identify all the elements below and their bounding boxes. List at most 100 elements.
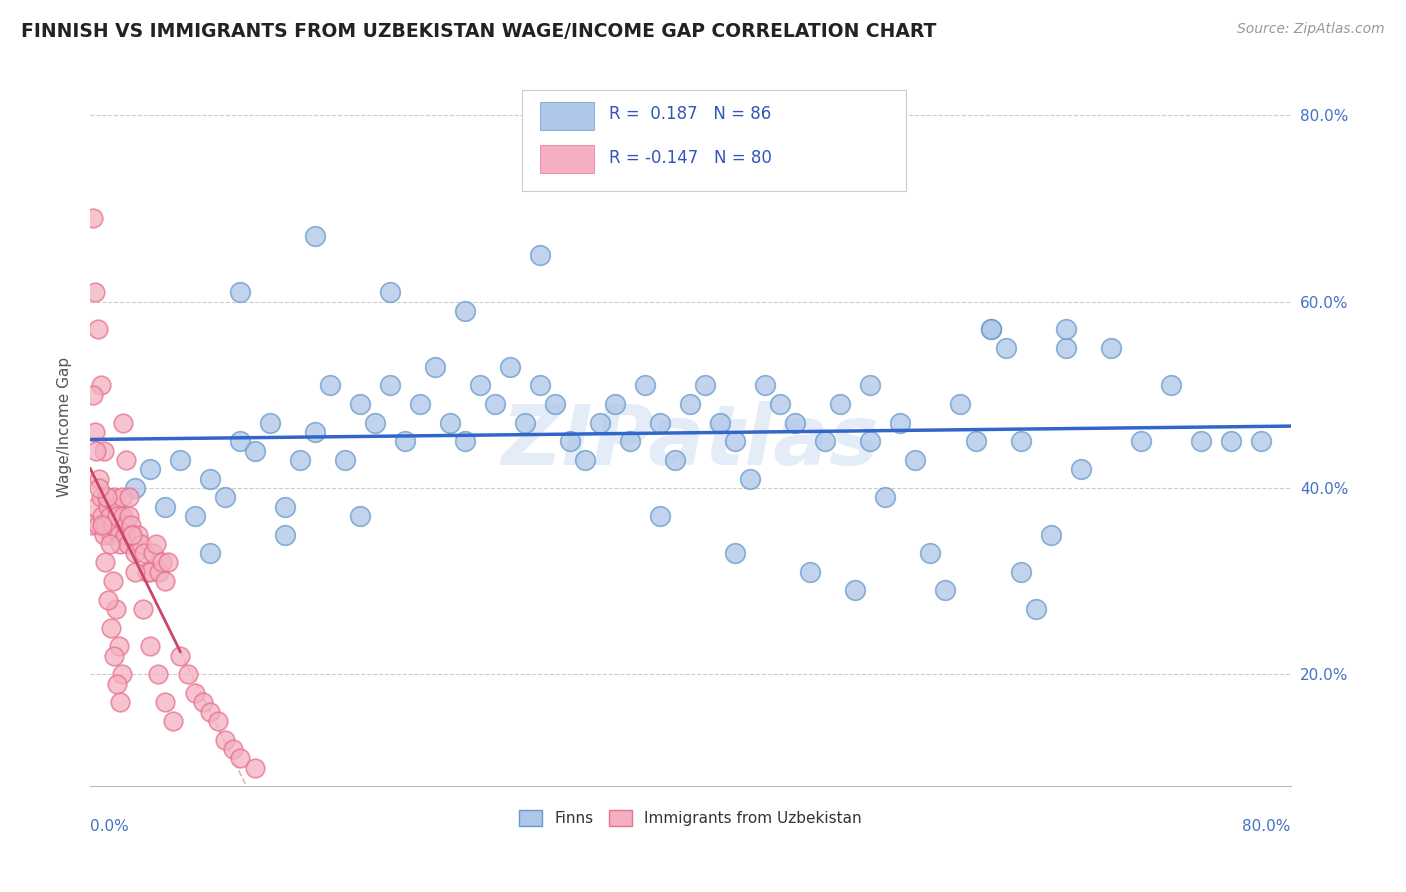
Point xyxy=(90,378,112,392)
Point xyxy=(103,648,125,663)
Point xyxy=(425,359,447,374)
Point xyxy=(319,378,342,392)
Point xyxy=(650,416,672,430)
Point xyxy=(80,518,103,533)
Point xyxy=(191,695,214,709)
Point xyxy=(1025,602,1047,616)
Point xyxy=(155,574,177,588)
Point xyxy=(709,416,731,430)
Point xyxy=(920,546,942,560)
Point xyxy=(90,490,112,504)
Point xyxy=(148,565,170,579)
Point xyxy=(259,416,281,430)
Point xyxy=(162,714,184,728)
Point xyxy=(544,397,567,411)
Point xyxy=(904,453,927,467)
Point xyxy=(103,490,125,504)
Point xyxy=(380,285,402,300)
Point xyxy=(1129,434,1152,449)
Point xyxy=(120,518,142,533)
Point xyxy=(245,443,267,458)
Legend: Finns, Immigrants from Uzbekistan: Finns, Immigrants from Uzbekistan xyxy=(513,805,868,832)
Point xyxy=(619,434,641,449)
Point xyxy=(127,527,149,541)
Point xyxy=(84,500,107,514)
Point xyxy=(934,583,956,598)
Point xyxy=(169,648,191,663)
Point xyxy=(101,574,124,588)
Point xyxy=(560,434,582,449)
Point xyxy=(290,453,312,467)
Point xyxy=(145,537,167,551)
Point xyxy=(785,416,807,430)
Text: R = -0.147   N = 80: R = -0.147 N = 80 xyxy=(609,148,772,167)
Point xyxy=(100,621,122,635)
Point xyxy=(91,508,114,523)
Point xyxy=(439,416,461,430)
Point xyxy=(484,397,506,411)
Point xyxy=(229,434,252,449)
Point xyxy=(470,378,492,392)
Point xyxy=(1054,341,1077,355)
Point xyxy=(949,397,972,411)
Point xyxy=(157,556,180,570)
Point xyxy=(200,546,222,560)
Point xyxy=(94,518,117,533)
Point xyxy=(111,490,134,504)
Point xyxy=(87,518,110,533)
FancyBboxPatch shape xyxy=(523,90,907,191)
Point xyxy=(229,285,252,300)
Point xyxy=(200,705,222,719)
Point xyxy=(139,462,162,476)
Text: ZIPatlas: ZIPatlas xyxy=(502,401,879,483)
Point xyxy=(104,602,127,616)
Point xyxy=(994,341,1017,355)
Point xyxy=(101,518,124,533)
Point xyxy=(121,527,143,541)
Point xyxy=(409,397,432,411)
Point xyxy=(98,508,121,523)
Point xyxy=(754,378,776,392)
Point xyxy=(229,751,252,765)
Point xyxy=(1010,565,1032,579)
Point xyxy=(124,565,146,579)
Point xyxy=(207,714,229,728)
Point xyxy=(184,508,207,523)
Point xyxy=(214,490,236,504)
Point xyxy=(177,667,200,681)
Point xyxy=(100,527,122,541)
Point xyxy=(1054,322,1077,336)
Text: 80.0%: 80.0% xyxy=(1243,819,1291,834)
Point xyxy=(110,695,132,709)
Point xyxy=(859,434,882,449)
Point xyxy=(394,434,416,449)
Point xyxy=(740,472,762,486)
Point xyxy=(875,490,897,504)
Point xyxy=(96,490,118,504)
Point xyxy=(136,565,159,579)
Point xyxy=(454,434,477,449)
Point xyxy=(112,508,135,523)
Point xyxy=(93,443,115,458)
Point xyxy=(650,508,672,523)
Point xyxy=(769,397,792,411)
Point xyxy=(105,508,128,523)
Point xyxy=(349,397,371,411)
Point xyxy=(274,527,297,541)
Point xyxy=(142,546,165,560)
Point xyxy=(364,416,387,430)
Point xyxy=(1160,378,1182,392)
Point xyxy=(114,527,136,541)
Point xyxy=(349,508,371,523)
Point xyxy=(115,518,138,533)
Point xyxy=(89,481,111,495)
Point xyxy=(118,508,141,523)
Point xyxy=(634,378,657,392)
Point xyxy=(245,760,267,774)
Point xyxy=(87,322,110,336)
Text: 0.0%: 0.0% xyxy=(90,819,129,834)
Point xyxy=(105,676,128,690)
Point xyxy=(89,472,111,486)
Point xyxy=(304,425,326,439)
Point xyxy=(979,322,1001,336)
